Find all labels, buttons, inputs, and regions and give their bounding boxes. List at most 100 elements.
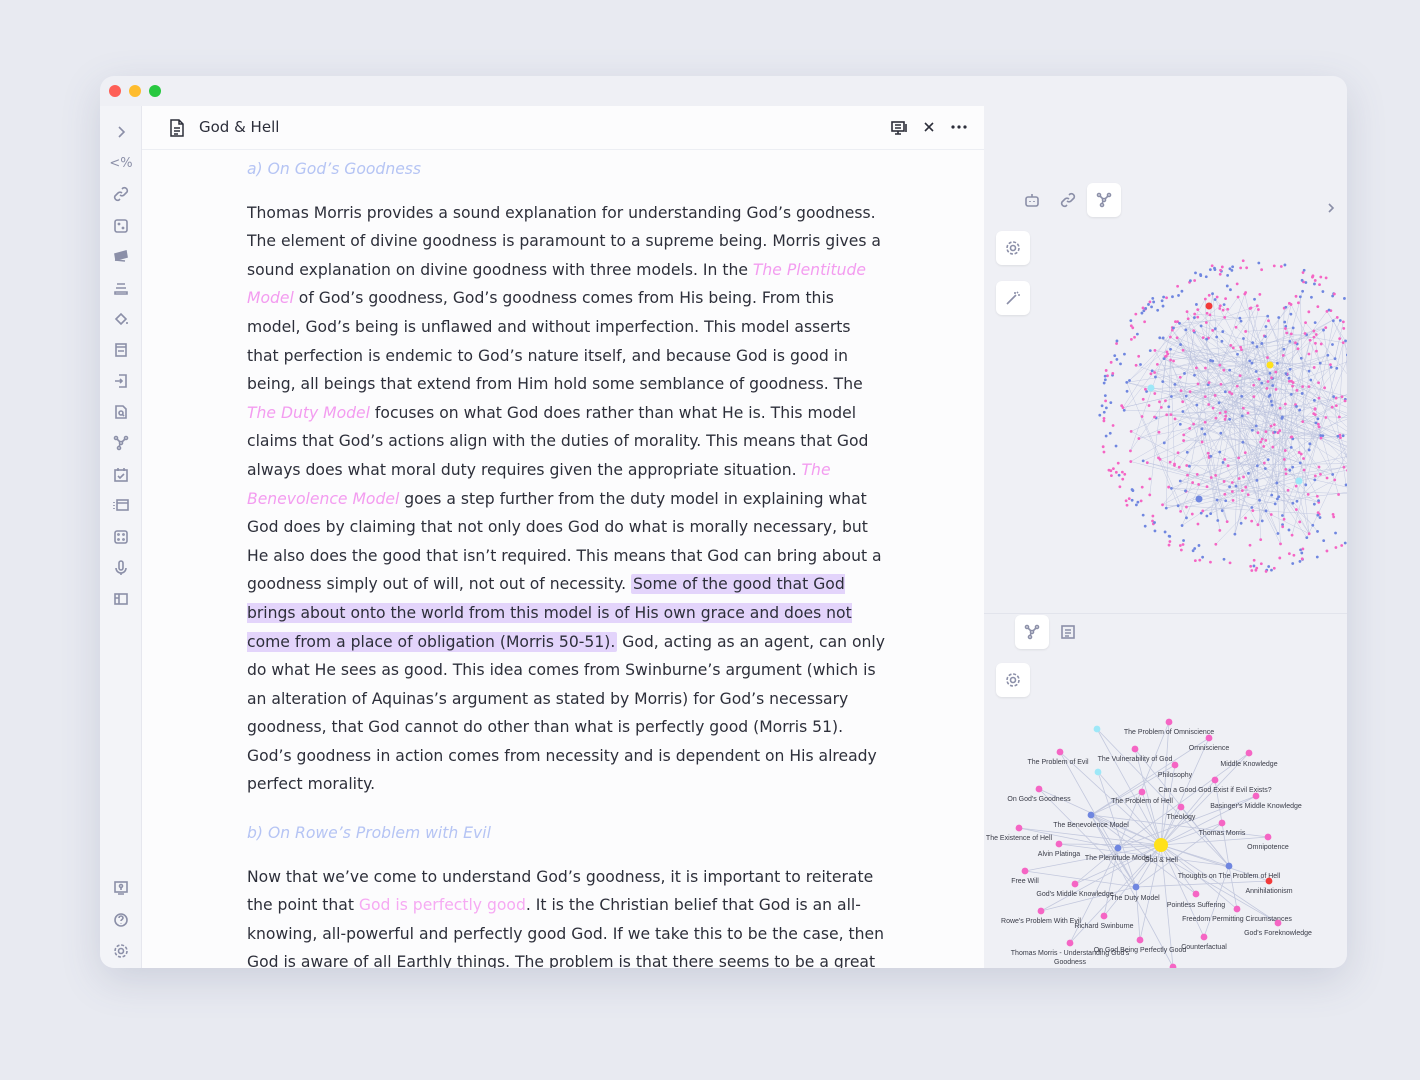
graph-node[interactable]: [1180, 289, 1184, 293]
graph-node[interactable]: [1305, 536, 1309, 540]
graph-node[interactable]: [1275, 361, 1279, 365]
graph-node[interactable]: [1205, 311, 1209, 315]
graph-node[interactable]: [1110, 474, 1113, 477]
graph-node[interactable]: [1260, 519, 1264, 523]
graph-node[interactable]: [1278, 406, 1282, 410]
graph-node[interactable]: [1324, 276, 1328, 280]
graph-node[interactable]: [1291, 465, 1295, 469]
graph-node[interactable]: [1228, 417, 1232, 421]
graph-node[interactable]: [1223, 492, 1227, 496]
graph-node[interactable]: [1331, 473, 1335, 476]
graph-node-label[interactable]: Thomas Morris: [1199, 830, 1246, 837]
graph-node[interactable]: [1220, 265, 1224, 269]
search-file-icon[interactable]: [112, 403, 130, 421]
graph-node[interactable]: [1323, 386, 1327, 390]
graph-node[interactable]: [1299, 452, 1303, 456]
graph-node[interactable]: [1331, 319, 1335, 323]
graph-node[interactable]: [1321, 290, 1325, 293]
graph-node[interactable]: [1182, 433, 1186, 437]
graph-node[interactable]: [1254, 424, 1258, 428]
graph-node[interactable]: [1182, 539, 1185, 542]
graph-node[interactable]: [1307, 352, 1311, 356]
graph-node[interactable]: [1325, 309, 1329, 313]
graph-node[interactable]: [1141, 306, 1145, 310]
graph-node-label[interactable]: God & Hell: [1144, 857, 1178, 864]
graph-node[interactable]: [1297, 451, 1301, 454]
graph-node[interactable]: [1319, 472, 1322, 476]
graph-node[interactable]: [1269, 399, 1273, 403]
graph-node[interactable]: [1113, 354, 1117, 358]
graph-node-label[interactable]: Philosophy: [1158, 772, 1193, 779]
graph-node[interactable]: [1224, 414, 1228, 418]
graph-node[interactable]: [1242, 337, 1245, 340]
graph-node[interactable]: [1161, 503, 1164, 507]
graph-node[interactable]: [1275, 497, 1279, 501]
graph-node[interactable]: [1240, 394, 1244, 398]
graph-node[interactable]: [1284, 327, 1287, 330]
graph-node[interactable]: [1322, 539, 1326, 543]
chevron-right-icon[interactable]: [112, 123, 130, 141]
graph-node[interactable]: [1313, 413, 1317, 416]
graph-node[interactable]: [1267, 565, 1271, 568]
local-graph[interactable]: God & Hell The Benevolence Model The Plent…: [984, 106, 1347, 968]
graph-node[interactable]: [1147, 404, 1151, 407]
graph-node[interactable]: [1185, 450, 1189, 454]
graph-node[interactable]: [1272, 566, 1276, 570]
graph-node[interactable]: [1163, 530, 1167, 534]
graph-node[interactable]: [1134, 363, 1138, 367]
graph-node[interactable]: [1237, 456, 1241, 460]
graph-node[interactable]: [1151, 296, 1155, 300]
graph-node[interactable]: [1141, 397, 1145, 401]
graph-node[interactable]: [1255, 464, 1259, 468]
graph-node[interactable]: [1194, 271, 1197, 275]
graph-node[interactable]: [1269, 424, 1273, 428]
graph-node[interactable]: [1299, 548, 1302, 552]
graph-node-label[interactable]: The Vulnerability of God: [1098, 756, 1173, 763]
graph-node[interactable]: [1260, 342, 1264, 345]
graph-node[interactable]: [1192, 329, 1196, 333]
graph-node[interactable]: [1153, 415, 1156, 419]
graph-node[interactable]: [1317, 425, 1321, 429]
graph-node[interactable]: [1164, 506, 1168, 510]
graph-node[interactable]: [1170, 328, 1174, 332]
graph-node[interactable]: [1309, 378, 1313, 382]
graph-node[interactable]: [1203, 432, 1207, 436]
graph-node-label[interactable]: On God Being Perfectly Good: [1094, 947, 1187, 954]
graph-node[interactable]: [1169, 413, 1173, 417]
graph-node[interactable]: [1122, 408, 1126, 412]
graph-node[interactable]: [1145, 390, 1148, 393]
graph-node-label[interactable]: Rowe's Problem With Evil: [1001, 918, 1081, 925]
graph-node[interactable]: [1218, 450, 1222, 454]
graph-node-label[interactable]: Theology: [1167, 814, 1196, 821]
graph-node[interactable]: [1154, 375, 1157, 379]
graph-node[interactable]: [1161, 336, 1165, 340]
graph-node[interactable]: [1220, 339, 1224, 343]
graph-node-label[interactable]: God's Middle Knowledge: [1036, 891, 1113, 898]
graph-node[interactable]: [1235, 282, 1239, 286]
graph-node[interactable]: [1134, 503, 1138, 507]
internal-link[interactable]: The Plentitude Model: [247, 260, 866, 308]
graph-node[interactable]: [1298, 520, 1302, 524]
graph-node[interactable]: [1129, 449, 1132, 453]
graph-node[interactable]: [1252, 558, 1256, 562]
graph-node[interactable]: [1267, 394, 1271, 398]
graph-node[interactable]: [1102, 410, 1106, 414]
graph-node[interactable]: [1129, 460, 1133, 463]
graph-node[interactable]: [1177, 465, 1181, 469]
graph-node[interactable]: [1216, 519, 1220, 522]
graph-node[interactable]: [1205, 302, 1213, 310]
graph-node[interactable]: [1188, 390, 1192, 394]
graph-node[interactable]: [1252, 792, 1260, 800]
graph-node[interactable]: [1141, 459, 1145, 463]
graph-node[interactable]: [1100, 912, 1108, 920]
graph-node[interactable]: [1158, 457, 1162, 461]
graph-node[interactable]: [1226, 273, 1230, 277]
graph-node[interactable]: [1287, 376, 1291, 380]
graph-node[interactable]: [1193, 559, 1197, 563]
graph-node[interactable]: [1209, 454, 1213, 458]
graph-node[interactable]: [1205, 337, 1209, 341]
graph-node[interactable]: [1258, 498, 1261, 502]
graph-node[interactable]: [1120, 470, 1124, 474]
graph-node[interactable]: [1313, 474, 1317, 478]
graph-node[interactable]: [1158, 336, 1162, 340]
